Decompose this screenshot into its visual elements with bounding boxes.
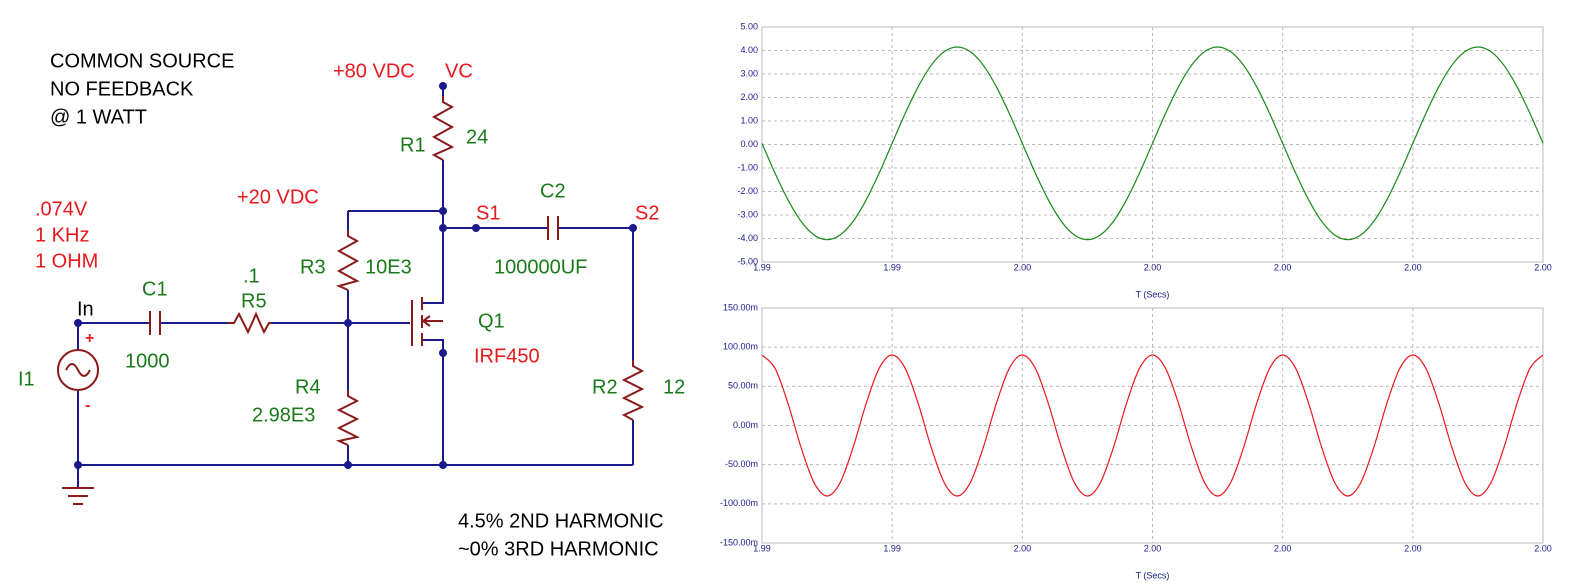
label: R1 bbox=[400, 134, 426, 156]
y-tick-label: 0.00 bbox=[740, 139, 758, 149]
schematic: COMMON SOURCE NO FEEDBACK @ 1 WATT +80 V… bbox=[18, 50, 685, 560]
label: R2 bbox=[592, 376, 618, 398]
label: 10E3 bbox=[365, 256, 412, 278]
label: R4 bbox=[295, 376, 321, 398]
y-tick-label: 1.00 bbox=[740, 115, 758, 125]
y-tick-label: -5.00 bbox=[737, 256, 758, 266]
y-tick-label: 50.00m bbox=[728, 381, 758, 391]
x-tick-label: 2.00 bbox=[1144, 543, 1162, 553]
note: COMMON SOURCE bbox=[50, 50, 234, 72]
label: 1 KHz bbox=[35, 224, 89, 246]
y-tick-label: -100.00m bbox=[720, 498, 758, 508]
label: C1 bbox=[142, 278, 168, 300]
label: S2 bbox=[635, 202, 659, 224]
y-tick-label: 4.00 bbox=[740, 45, 758, 55]
y-tick-label: -2.00 bbox=[737, 186, 758, 196]
label: IRF450 bbox=[474, 345, 540, 367]
label: 1000 bbox=[125, 350, 170, 372]
note: 4.5% 2ND HARMONIC bbox=[458, 510, 664, 532]
label: 2.98E3 bbox=[252, 404, 315, 426]
y-tick-label: 100.00m bbox=[723, 342, 758, 352]
y-tick-label: -1.00 bbox=[737, 162, 758, 172]
resistor-r1 bbox=[431, 96, 455, 161]
x-tick-label: 2.00 bbox=[1274, 543, 1292, 553]
label: 100000UF bbox=[494, 256, 587, 278]
y-tick-label: 2.00 bbox=[740, 92, 758, 102]
y-tick-label: 3.00 bbox=[740, 68, 758, 78]
y-tick-label: -3.00 bbox=[737, 209, 758, 219]
x-tick-label: 2.00 bbox=[1274, 262, 1292, 272]
capacitor-c1 bbox=[149, 311, 161, 335]
label: VC bbox=[445, 60, 473, 82]
nodes bbox=[74, 82, 637, 469]
note: NO FEEDBACK bbox=[50, 78, 194, 100]
label: +80 VDC bbox=[333, 60, 415, 82]
waveform bbox=[761, 354, 1544, 497]
polarity: - bbox=[85, 397, 90, 414]
waveform bbox=[761, 46, 1544, 241]
x-tick-label: 2.00 bbox=[1014, 543, 1032, 553]
label: R5 bbox=[241, 290, 267, 312]
y-tick-label: -50.00m bbox=[725, 459, 758, 469]
current-source bbox=[57, 349, 99, 391]
label: +20 VDC bbox=[237, 186, 319, 208]
y-tick-label: -150.00m bbox=[720, 537, 758, 547]
label: 12 bbox=[663, 376, 685, 398]
wire bbox=[77, 86, 634, 488]
note: ~0% 3RD HARMONIC bbox=[458, 538, 659, 560]
x-axis-label: T (Secs) bbox=[1136, 570, 1170, 580]
y-tick-label: 5.00 bbox=[740, 21, 758, 31]
y-tick-label: 0.00m bbox=[733, 420, 758, 430]
x-tick-label: 2.00 bbox=[1534, 262, 1552, 272]
x-tick-label: 1.99 bbox=[883, 262, 901, 272]
x-tick-label: 2.00 bbox=[1144, 262, 1162, 272]
x-tick-label: 2.00 bbox=[1014, 262, 1032, 272]
resistor-r3 bbox=[336, 230, 360, 291]
label: 1 OHM bbox=[35, 250, 98, 272]
label: .1 bbox=[243, 265, 260, 287]
x-axis-label: T (Secs) bbox=[1136, 289, 1170, 299]
y-tick-label: -4.00 bbox=[737, 233, 758, 243]
resistor-r4 bbox=[335, 390, 360, 446]
capacitor-c2 bbox=[547, 216, 559, 240]
x-tick-label: 1.99 bbox=[753, 262, 771, 272]
mosfet-q1 bbox=[411, 297, 443, 346]
polarity: + bbox=[85, 330, 94, 347]
label: S1 bbox=[476, 202, 500, 224]
label: 24 bbox=[466, 126, 488, 148]
x-tick-label: 1.99 bbox=[753, 543, 771, 553]
note: @ 1 WATT bbox=[50, 106, 147, 128]
label: Q1 bbox=[478, 310, 505, 332]
label: I1 bbox=[18, 368, 35, 390]
x-tick-label: 2.00 bbox=[1534, 543, 1552, 553]
resistor-r2 bbox=[621, 360, 645, 421]
label: C2 bbox=[540, 180, 566, 202]
label: In bbox=[77, 298, 94, 320]
label: .074V bbox=[35, 198, 88, 220]
label: R3 bbox=[300, 256, 326, 278]
x-tick-label: 1.99 bbox=[883, 543, 901, 553]
source-wave bbox=[65, 363, 91, 377]
ground bbox=[62, 487, 94, 505]
y-tick-label: 150.00m bbox=[723, 302, 758, 312]
resistor-r5 bbox=[228, 311, 272, 335]
x-tick-label: 2.00 bbox=[1404, 543, 1422, 553]
x-tick-label: 2.00 bbox=[1404, 262, 1422, 272]
